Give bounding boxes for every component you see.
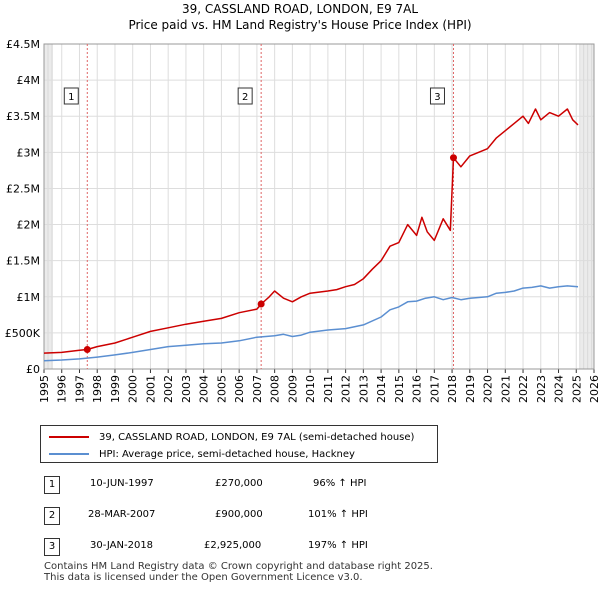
y-tick-label: £3.5M [6,110,40,123]
hpi-line [43,285,579,362]
x-tick-label: 2010 [304,375,317,403]
plot-border [43,43,595,370]
x-tick-label: 1999 [109,375,122,403]
y-tick-label: £1M [17,291,41,304]
chart-legend: 39, CASSLAND ROAD, LONDON, E9 7AL (semi-… [40,425,438,463]
legend-line-property [49,436,89,438]
legend-line-hpi [49,453,89,455]
legend-item-property: 39, CASSLAND ROAD, LONDON, E9 7AL (semi-… [49,429,414,445]
sale-label-box [429,87,445,105]
x-tick-label: 2000 [127,375,140,403]
x-tick-label: 2009 [286,375,299,403]
chart-subtitle: Price paid vs. HM Land Registry's House … [128,18,472,32]
transaction-number: 1 [44,476,60,494]
x-tick-label: 2005 [215,375,228,403]
x-tick-label: 2024 [553,375,566,403]
plot-area [44,44,594,369]
x-tick-label: 2015 [393,375,406,403]
legend-label-property: 39, CASSLAND ROAD, LONDON, E9 7AL (semi-… [99,431,415,443]
x-tick-label: 2004 [198,375,211,403]
transaction-date: 30-JAN-2018 [90,540,154,551]
chart-title: 39, CASSLAND ROAD, LONDON, E9 7AL [181,2,419,16]
sale-label: 1 [68,92,74,103]
y-tick-label: £4M [17,74,41,87]
x-tick-label: 2003 [180,375,193,403]
x-tick-label: 2025 [570,375,583,403]
footer-line-licence: This data is licensed under the Open Gov… [44,572,363,583]
sale-label-box [63,87,79,105]
x-tick-label: 2017 [428,375,441,403]
transaction-hpi: 101% ↑ HPI [308,509,368,520]
x-tick-label: 2018 [446,375,459,403]
y-tick-label: £0 [26,363,40,376]
shaded-region [579,44,594,369]
y-tick-label: £2M [17,219,41,232]
x-tick-label: 1998 [91,375,104,403]
property-price-line [43,108,579,354]
x-tick-label: 2022 [517,375,530,403]
shaded-region [44,44,53,369]
transaction-number: 3 [44,538,60,556]
x-tick-label: 2014 [375,375,388,403]
x-tick-label: 2023 [535,375,548,403]
y-tick-label: £500K [5,327,41,340]
transaction-price: £2,925,000 [204,540,262,551]
transaction-price: £900,000 [215,509,263,520]
x-tick-label: 2020 [482,375,495,403]
x-tick-label: 1995 [38,375,51,403]
x-tick-label: 2002 [162,375,175,403]
x-tick-label: 2012 [340,375,353,403]
x-tick-label: 1996 [56,375,69,403]
transaction-hpi: 96% ↑ HPI [313,478,367,489]
y-tick-label: £4.5M [6,38,40,51]
footer-line-copyright: Contains HM Land Registry data © Crown c… [44,561,433,572]
sale-label: 3 [434,92,440,103]
transaction-date: 10-JUN-1997 [90,478,154,489]
legend-item-hpi: HPI: Average price, semi-detached house,… [49,446,355,462]
legend-label-hpi: HPI: Average price, semi-detached house,… [99,448,355,460]
sale-point [257,300,265,308]
x-tick-label: 2008 [269,375,282,403]
transaction-date: 28-MAR-2007 [88,509,156,520]
x-tick-label: 2011 [322,375,335,403]
x-tick-label: 2006 [233,375,246,403]
x-tick-label: 2019 [464,375,477,403]
price-chart: £0 £500K £1M £1.5M £2M £2.5M £3M £3.5M £4M £4.5M 1… [5,38,600,403]
y-tick-label: £3M [17,146,41,159]
footer-notice: Contains HM Land Registry data © Crown c… [44,561,433,583]
sale-label: 2 [242,92,248,103]
sale-point [83,346,91,353]
x-tick-label: 2016 [411,375,424,403]
y-tick-label: £2.5M [6,182,40,195]
x-tick-label: 2013 [357,375,370,403]
transaction-hpi: 197% ↑ HPI [308,540,368,551]
x-tick-label: 2001 [144,375,157,403]
sale-label-box [237,87,253,105]
y-tick-label: £1.5M [6,255,40,268]
x-tick-label: 2021 [499,375,512,403]
x-tick-label: 2026 [588,375,600,403]
transaction-price: £270,000 [215,478,263,489]
sale-point [449,154,457,162]
x-tick-label: 2007 [251,375,264,403]
transaction-number: 2 [44,507,60,525]
x-tick-label: 1997 [73,375,86,403]
